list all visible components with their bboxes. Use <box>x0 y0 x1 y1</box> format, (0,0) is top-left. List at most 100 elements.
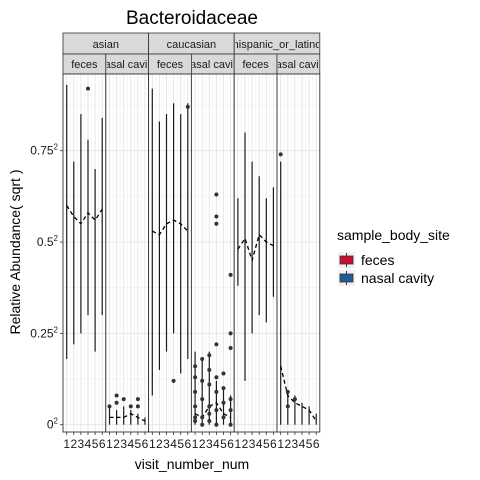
outlier-point <box>214 342 219 347</box>
outlier-point <box>207 382 212 387</box>
outlier-point <box>171 378 176 383</box>
outlier-point <box>228 408 233 413</box>
outlier-point <box>214 375 219 380</box>
mean-trend-line <box>152 219 189 236</box>
x-tick-label: 4 <box>299 437 306 451</box>
panel-border <box>276 73 321 433</box>
x-tick-label: 5 <box>92 437 99 451</box>
x-tick-label: 5 <box>263 437 270 451</box>
outlier-point <box>200 415 205 420</box>
outlier-point <box>221 386 226 391</box>
y-tick-exponent: 2 <box>54 143 59 152</box>
panel-strip-label: feces <box>242 59 269 71</box>
x-tick-label: 1 <box>106 437 113 451</box>
outlier-point <box>228 345 233 350</box>
outlier-point <box>221 400 226 405</box>
x-tick-label: 6 <box>227 437 234 451</box>
x-tick-label: 3 <box>120 437 127 451</box>
x-tick-label: 1 <box>149 437 156 451</box>
x-tick-label: 6 <box>99 437 106 451</box>
outlier-point <box>193 375 198 380</box>
y-tick-exponent: 2 <box>54 417 59 426</box>
mean-trend-line <box>66 205 103 225</box>
outlier-point <box>285 404 290 409</box>
facet-strip-label: caucasian <box>167 39 217 51</box>
y-tick-label: 02 <box>47 417 59 432</box>
outlier-point <box>228 397 233 402</box>
x-tick-label: 1 <box>192 437 199 451</box>
panel-strip-label: feces <box>157 59 184 71</box>
legend-label: feces <box>361 252 394 268</box>
outlier-point <box>207 367 212 372</box>
x-tick-label: 6 <box>313 437 320 451</box>
y-tick-label: 0.252 <box>30 325 58 340</box>
facet-strip-1: asian <box>62 32 149 55</box>
outlier-point <box>214 221 219 226</box>
outlier-point <box>214 192 219 197</box>
y-tick-exponent: 2 <box>54 234 59 243</box>
outlier-point <box>200 356 205 361</box>
legend-label: nasal cavity <box>361 270 434 286</box>
x-tick-label: 3 <box>292 437 299 451</box>
outlier-point <box>214 389 219 394</box>
outlier-point <box>207 404 212 409</box>
x-tick-label: 2 <box>242 437 249 451</box>
facet-strip-label: hispanic_or_latino <box>233 39 322 51</box>
x-tick-label: 4 <box>170 437 177 451</box>
y-tick-label: 0.752 <box>30 143 58 158</box>
panel-gridlines <box>105 74 149 432</box>
outlier-point <box>200 378 205 383</box>
x-tick-label: 6 <box>142 437 149 451</box>
x-tick-label: 1 <box>235 437 242 451</box>
outlier-point <box>228 422 233 427</box>
y-tick-exponent: 2 <box>54 325 59 334</box>
outlier-point <box>228 331 233 336</box>
x-tick-label: 4 <box>256 437 263 451</box>
x-tick-label: 4 <box>127 437 134 451</box>
outlier-point <box>207 353 212 358</box>
outlier-point <box>207 411 212 416</box>
x-tick-label: 3 <box>78 437 85 451</box>
outlier-point <box>114 393 119 398</box>
outlier-point <box>221 371 226 376</box>
legend-item-2: nasal cavity <box>338 270 434 286</box>
panel-strip-label: feces <box>71 59 98 71</box>
outlier-point <box>193 389 198 394</box>
outlier-point <box>214 422 219 427</box>
legend-key-swatch <box>339 255 354 265</box>
outlier-point <box>193 404 198 409</box>
outlier-point <box>193 364 198 369</box>
legend-key-swatch <box>339 273 354 283</box>
outlier-point <box>200 397 205 402</box>
panel-hispanic_or_latino-feces: feces 1 2 3 4 5 6 <box>233 53 278 451</box>
outlier-point <box>207 419 212 424</box>
panel-strip-label: nasal cavity <box>270 59 328 71</box>
outlier-point <box>221 415 226 420</box>
outlier-point <box>114 400 119 405</box>
facet-strip-label: asian <box>93 39 119 51</box>
outlier-point <box>200 422 205 427</box>
x-tick-label: 1 <box>63 437 70 451</box>
outlier-point <box>292 397 297 402</box>
outlier-point <box>285 389 290 394</box>
chart-title: Bacteroidaceae <box>126 8 258 29</box>
mean-trend-line <box>194 401 231 419</box>
outlier-point <box>228 272 233 277</box>
x-tick-label: 2 <box>284 437 291 451</box>
outlier-point <box>185 104 190 109</box>
outlier-point <box>135 404 140 409</box>
x-tick-label: 2 <box>156 437 163 451</box>
x-tick-label: 5 <box>306 437 313 451</box>
x-tick-label: 6 <box>270 437 277 451</box>
x-tick-label: 6 <box>184 437 191 451</box>
facet-strip-3: hispanic_or_latino <box>233 32 322 55</box>
y-axis: 02 0.252 0.52 0.752 <box>30 143 63 432</box>
outlier-point <box>214 408 219 413</box>
legend-title: sample_body_site <box>337 227 450 243</box>
facet-strip-2: caucasian <box>148 32 235 55</box>
outlier-point <box>121 397 126 402</box>
